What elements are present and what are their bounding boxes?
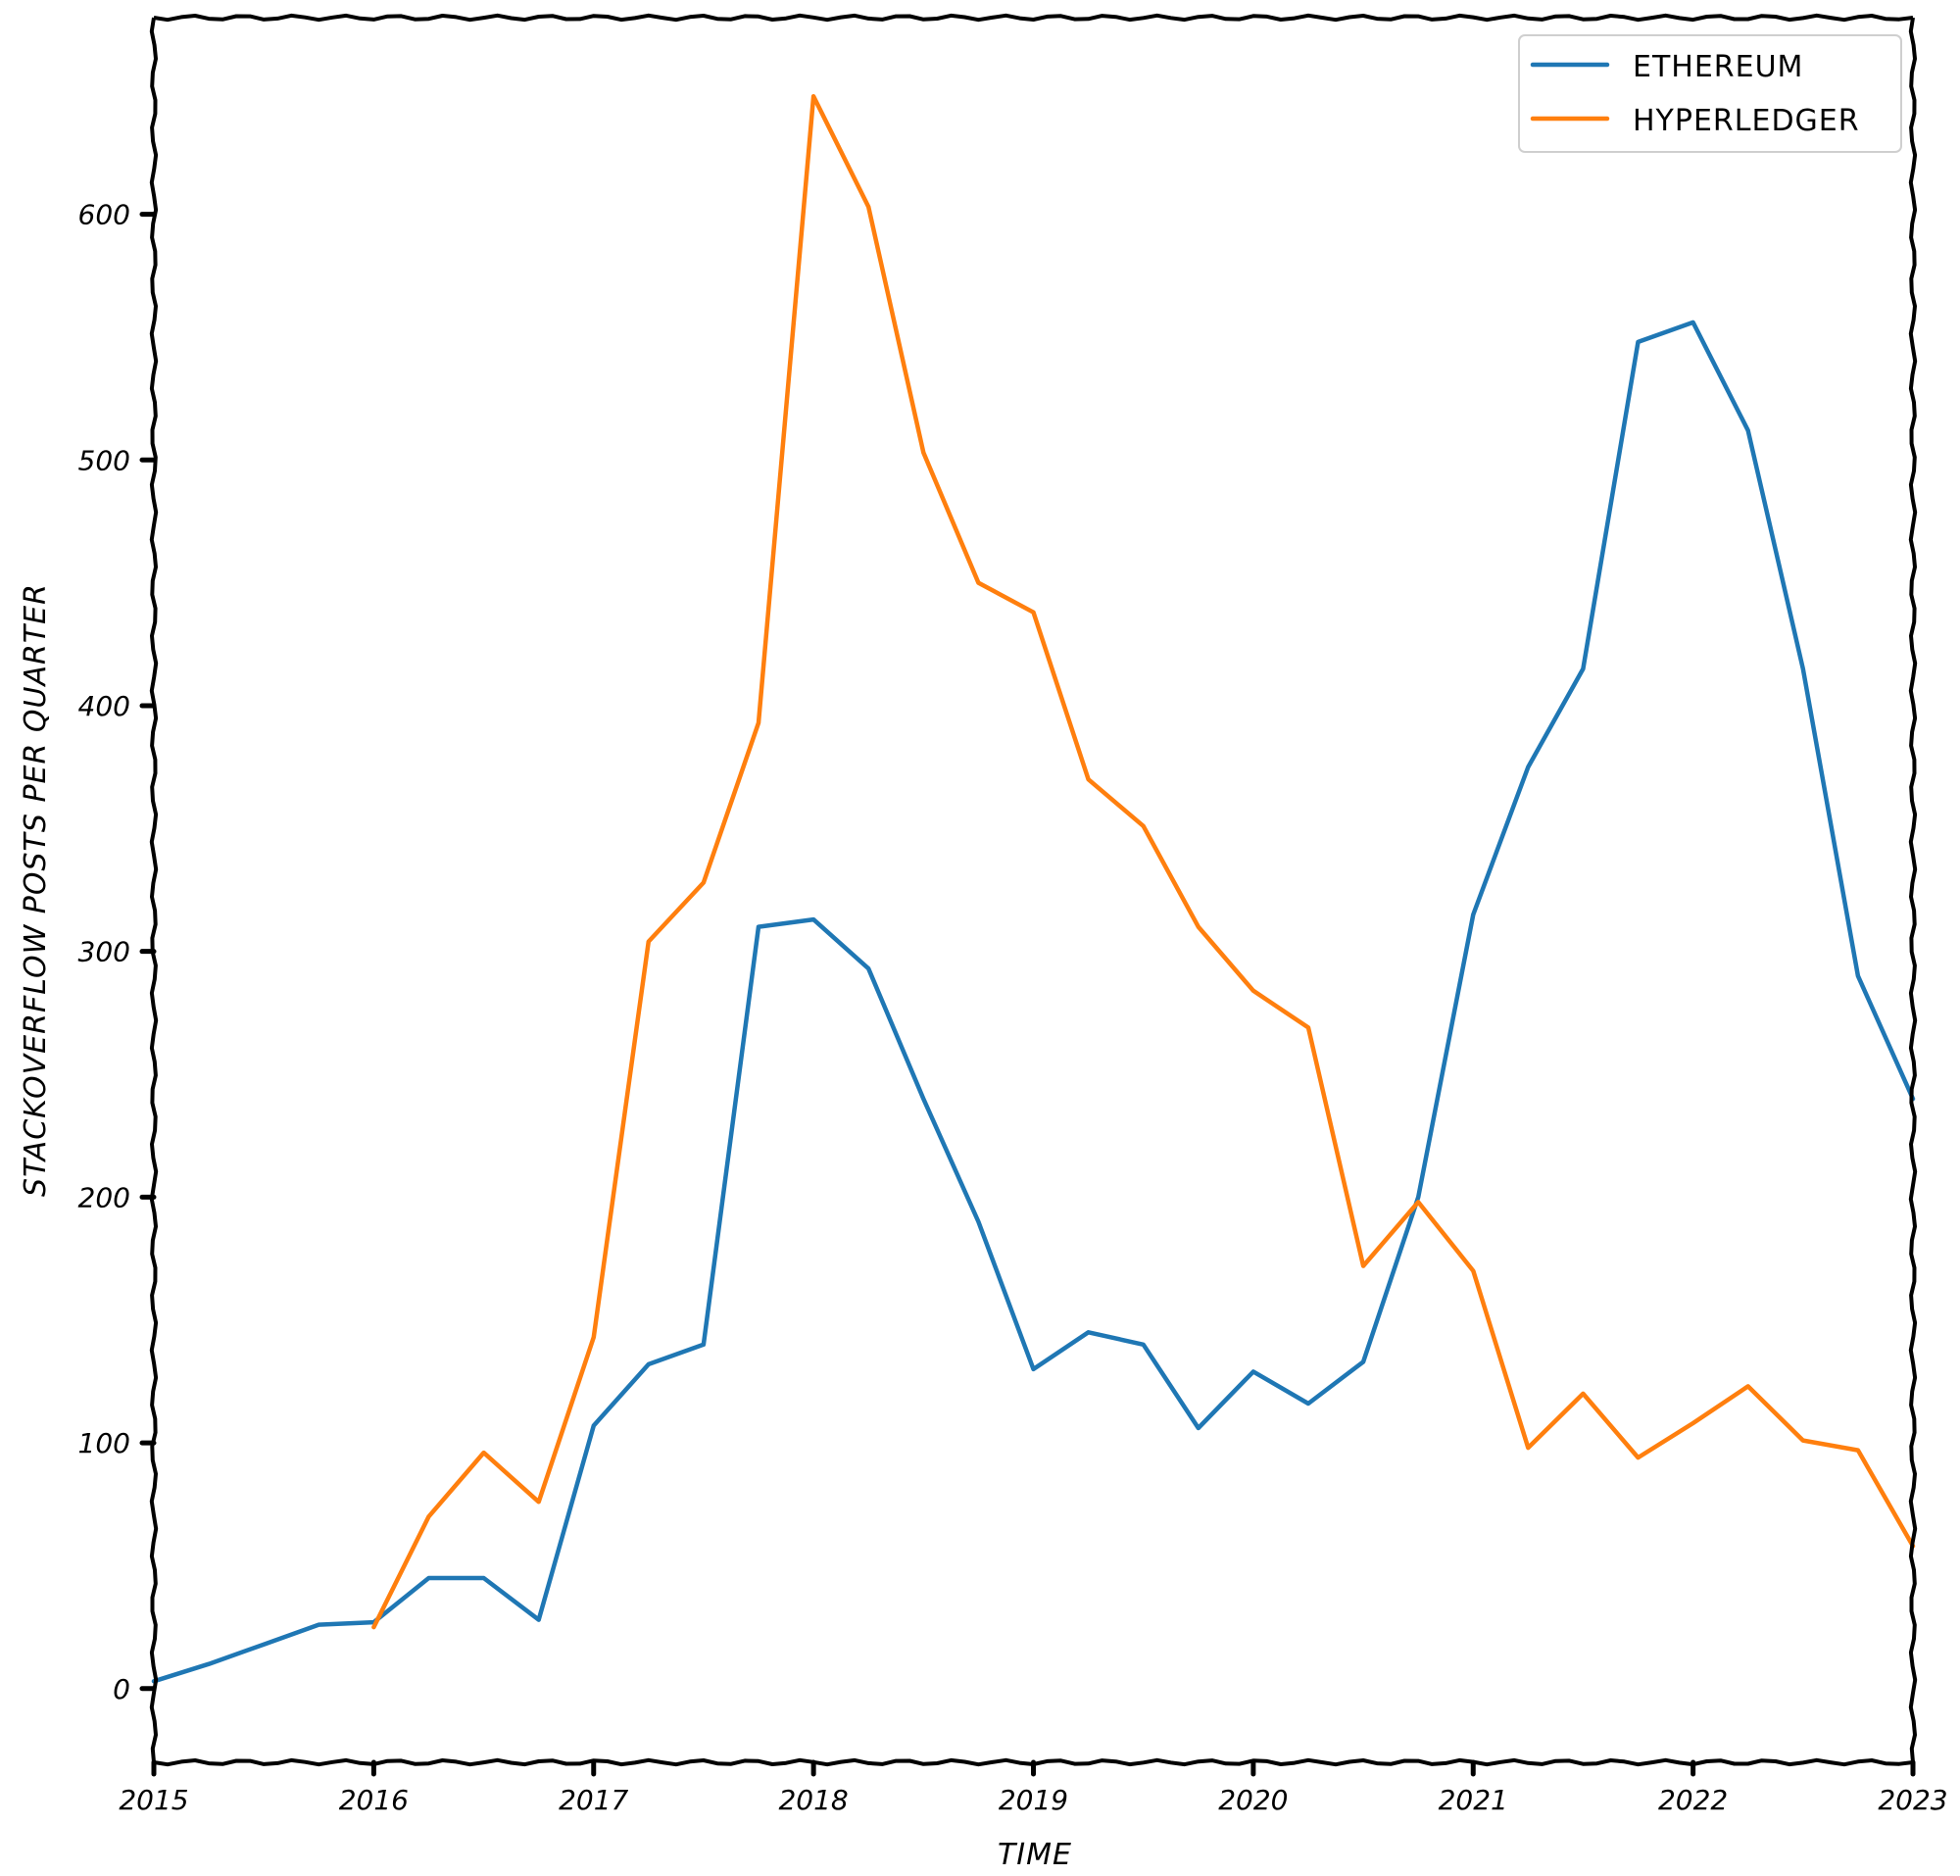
x-tick-label: 2018 [778, 1784, 848, 1816]
x-tick-label: 2015 [119, 1784, 188, 1816]
y-tick-label: 100 [78, 1427, 130, 1459]
series-line-hyperledger [371, 93, 1916, 1630]
x-tick-label: 2020 [1218, 1784, 1288, 1816]
y-tick-label: 600 [78, 199, 130, 231]
series-line-ethereum [151, 320, 1916, 1684]
y-tick-label: 200 [78, 1181, 130, 1213]
plot-area [151, 93, 1916, 1684]
x-tick-label: 2021 [1439, 1784, 1508, 1816]
x-tick-label: 2023 [1878, 1784, 1947, 1816]
y-axis: 0 100 200 300 400 500 600 [78, 199, 157, 1705]
plot-frame [149, 13, 1918, 1767]
y-axis-title: STACKOVERFLOW POSTS PER QUARTER [19, 583, 53, 1197]
x-tick-label: 2022 [1658, 1784, 1728, 1816]
legend-label-hyperledger: HYPERLEDGER [1633, 104, 1860, 138]
frame-top [153, 13, 1914, 23]
x-tick-label: 2017 [559, 1784, 628, 1816]
frame-left [149, 17, 159, 1763]
x-axis-title: TIME [998, 1838, 1072, 1872]
legend: ETHEREUM HYPERLEDGER [1518, 34, 1902, 153]
legend-box [1518, 34, 1902, 153]
x-tick-label: 2019 [999, 1784, 1068, 1816]
y-tick-label: 500 [78, 444, 130, 476]
y-tick-label: 0 [113, 1673, 130, 1705]
y-tick-label: 300 [78, 936, 130, 968]
y-tick-label: 400 [78, 690, 130, 722]
legend-label-ethereum: ETHEREUM [1633, 50, 1803, 84]
x-tick-label: 2016 [339, 1784, 409, 1816]
x-axis: 2015 2016 2017 2018 2019 2020 2021 2022 2023 [119, 1759, 1948, 1816]
frame-right [1908, 17, 1918, 1763]
